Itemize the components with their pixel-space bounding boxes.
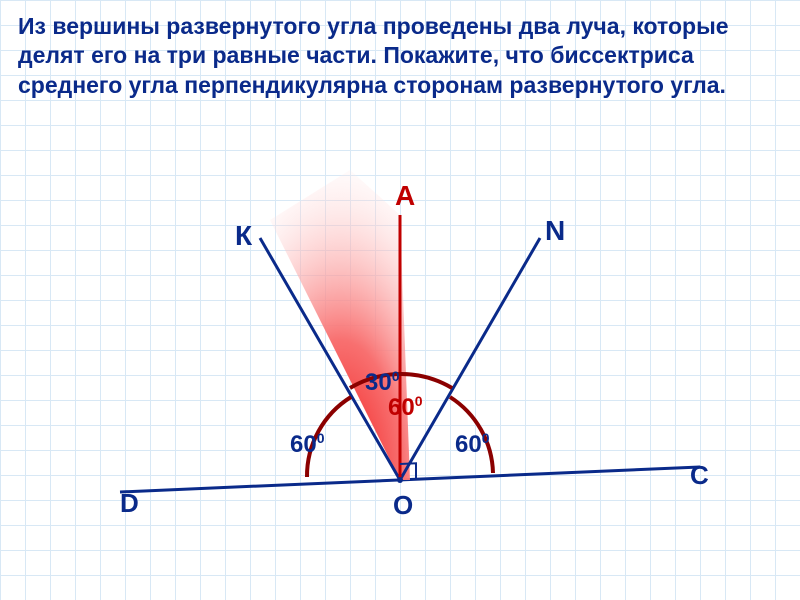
angle-KOA-sup: 0 <box>392 368 400 384</box>
label-O: O <box>393 490 413 521</box>
angle-KOA-base: 30 <box>365 369 392 396</box>
line-DC <box>120 467 700 492</box>
label-A: A <box>395 180 415 212</box>
angle-DOK-base: 60 <box>290 431 317 458</box>
problem-statement: Из вершины развернутого угла проведены д… <box>18 12 782 100</box>
label-D: D <box>120 488 139 519</box>
label-C: C <box>690 460 709 491</box>
point-O <box>397 477 403 483</box>
problem-text: Из вершины развернутого угла проведены д… <box>18 13 729 98</box>
angle-KON-label: 600 <box>388 393 423 422</box>
angle-KON-sup: 0 <box>415 393 423 409</box>
angle-DOK-sup: 0 <box>317 430 325 446</box>
angle-DOK-label: 600 <box>290 430 325 459</box>
angle-KOA-label: 300 <box>365 368 400 397</box>
label-K: К <box>235 220 252 252</box>
angle-NOC-label: 600 <box>455 430 490 459</box>
geometry-diagram: D C O К A N 600 600 600 300 <box>0 150 800 580</box>
angle-NOC-base: 60 <box>455 431 482 458</box>
angle-KON-base: 60 <box>388 394 415 421</box>
label-N: N <box>545 215 565 247</box>
angle-NOC-sup: 0 <box>482 430 490 446</box>
